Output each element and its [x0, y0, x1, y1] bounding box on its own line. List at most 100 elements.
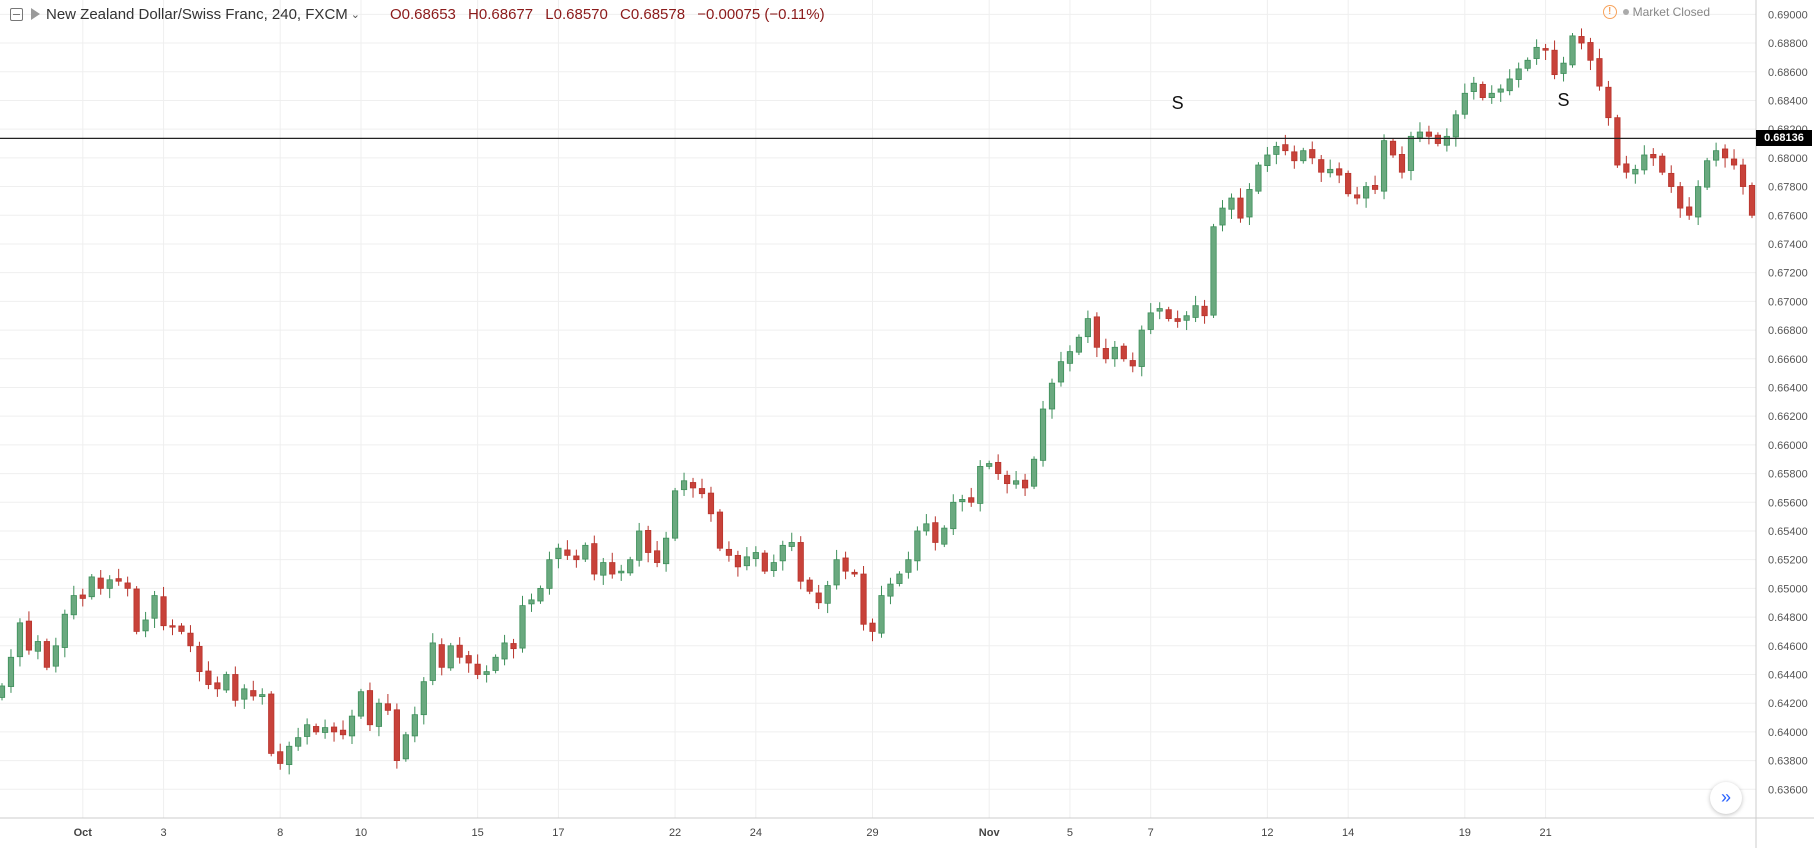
candle-body — [663, 537, 670, 565]
candle-body — [1739, 164, 1747, 187]
candle-body — [7, 656, 15, 687]
y-tick-label: 0.66200 — [1768, 411, 1808, 423]
candle-body — [277, 751, 284, 764]
candle-body — [16, 622, 24, 658]
candle-body — [456, 644, 463, 658]
candle-body — [806, 579, 813, 592]
candle-body — [1219, 207, 1226, 226]
candle-body — [1650, 154, 1657, 159]
candle-body — [725, 548, 733, 556]
candle-body — [1093, 316, 1100, 348]
candle-body — [1371, 185, 1379, 190]
candle-body — [1407, 135, 1415, 171]
x-tick-label: 21 — [1539, 827, 1551, 839]
candle-body — [295, 737, 302, 747]
y-tick-label: 0.66600 — [1768, 354, 1808, 366]
symbol-title[interactable]: New Zealand Dollar/Swiss Franc, 240, FXC… — [46, 5, 348, 23]
x-tick-label: 10 — [355, 827, 367, 839]
candle-body — [1264, 154, 1271, 167]
candle-body — [932, 522, 939, 543]
candle-body — [582, 544, 589, 560]
candle-body — [1300, 150, 1307, 162]
high-value: H0.68677 — [468, 5, 534, 23]
candle-body — [1004, 474, 1011, 485]
candle-body — [1470, 82, 1477, 92]
candle-body — [1165, 309, 1172, 319]
candle-body — [205, 670, 212, 685]
x-tick-label: 17 — [552, 827, 564, 839]
y-tick-label: 0.64200 — [1768, 698, 1808, 710]
y-tick-label: 0.63600 — [1768, 784, 1808, 796]
candle-body — [824, 585, 831, 604]
candle-body — [1686, 206, 1693, 216]
candle-body — [1461, 92, 1468, 115]
candle-body — [1201, 305, 1208, 317]
candle-body — [752, 552, 759, 559]
y-tick-label: 0.67000 — [1768, 296, 1808, 308]
y-tick-label: 0.66000 — [1768, 440, 1808, 452]
candle-body — [1237, 197, 1244, 219]
candle-body — [1129, 360, 1136, 367]
candle-body — [1030, 458, 1038, 487]
x-tick-label: Oct — [74, 827, 93, 839]
candle-body — [1156, 308, 1163, 312]
candle-body — [250, 690, 257, 697]
candle-body — [1587, 42, 1594, 61]
market-status: ! Market Closed — [1602, 5, 1710, 19]
chevron-down-icon[interactable]: ⌄ — [350, 8, 360, 21]
candle-body — [160, 596, 167, 627]
x-tick-label: 15 — [472, 827, 484, 839]
candle-body — [1721, 148, 1729, 159]
candle-body — [1255, 164, 1262, 192]
candle-body — [698, 488, 706, 495]
candle-body — [1183, 315, 1190, 321]
scroll-to-realtime-button[interactable]: » — [1710, 782, 1742, 814]
pattern-annotation: S — [1558, 90, 1570, 110]
y-tick-label: 0.64400 — [1768, 669, 1808, 681]
candle-body — [1291, 151, 1298, 162]
candle-body — [654, 550, 661, 563]
candle-body — [97, 577, 104, 589]
collapse-icon[interactable] — [10, 7, 23, 21]
candle-body — [34, 641, 41, 652]
candle-body — [573, 555, 580, 561]
candle-body — [977, 466, 984, 504]
candle-body — [1345, 172, 1352, 195]
candle-body — [1282, 144, 1289, 152]
candle-body — [447, 645, 454, 669]
y-tick-label: 0.65600 — [1768, 497, 1808, 509]
y-tick-label: 0.68600 — [1768, 67, 1808, 79]
candle-body — [537, 587, 544, 602]
ohlc-values: O0.68653 H0.68677 L0.68570 C0.68578 −0.0… — [390, 6, 833, 23]
x-tick-label: 29 — [866, 827, 878, 839]
warning-icon[interactable]: ! — [1602, 5, 1617, 19]
candle-body — [214, 682, 221, 690]
candle-body — [1075, 336, 1083, 353]
candle-body — [124, 582, 131, 589]
candle-body — [1614, 117, 1621, 166]
candle-body — [1623, 163, 1630, 173]
candle-body — [375, 702, 383, 727]
candle-body — [645, 530, 652, 553]
candle-body — [402, 734, 409, 760]
y-tick-label: 0.64600 — [1768, 641, 1808, 653]
candle-body — [1695, 186, 1702, 218]
x-tick-label: Nov — [979, 827, 1001, 839]
change-value: −0.00075 (−0.11%) — [697, 5, 825, 23]
candle-body — [770, 562, 777, 571]
candle-body — [1515, 68, 1522, 80]
y-tick-label: 0.65200 — [1768, 555, 1808, 567]
candle-body — [1013, 480, 1020, 485]
candle-body — [1533, 46, 1540, 59]
candle-body — [1677, 186, 1684, 209]
candle-body — [223, 674, 230, 691]
candle-body — [1210, 226, 1217, 316]
candle-body — [833, 559, 840, 586]
candle-body — [1363, 186, 1370, 199]
candle-body — [1389, 140, 1397, 156]
candle-body — [1569, 35, 1576, 66]
x-tick-label: 19 — [1459, 827, 1471, 839]
candle-body — [438, 644, 445, 668]
x-tick-label: 7 — [1148, 827, 1154, 839]
